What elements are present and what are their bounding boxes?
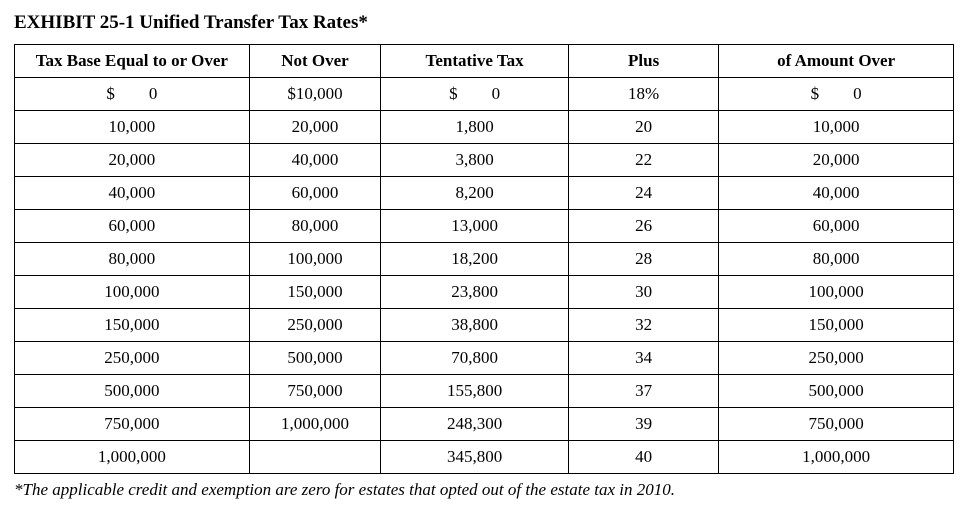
table-cell: 18,200 (381, 243, 569, 276)
table-cell (249, 441, 380, 474)
table-cell: 39 (569, 408, 719, 441)
table-cell: 500,000 (249, 342, 380, 375)
table-row: 750,0001,000,000248,30039750,000 (15, 408, 954, 441)
table-row: 40,00060,0008,2002440,000 (15, 177, 954, 210)
table-cell: 40,000 (15, 177, 250, 210)
table-cell: 750,000 (719, 408, 954, 441)
table-row: 1,000,000345,800401,000,000 (15, 441, 954, 474)
col-header-not-over: Not Over (249, 45, 380, 78)
table-cell: $ 0 (719, 78, 954, 111)
table-cell: 1,000,000 (15, 441, 250, 474)
table-row: 10,00020,0001,8002010,000 (15, 111, 954, 144)
table-cell: 28 (569, 243, 719, 276)
table-row: 20,00040,0003,8002220,000 (15, 144, 954, 177)
col-header-amount-over: of Amount Over (719, 45, 954, 78)
table-cell: 26 (569, 210, 719, 243)
table-cell: 345,800 (381, 441, 569, 474)
table-cell: 8,200 (381, 177, 569, 210)
table-cell: 100,000 (719, 276, 954, 309)
table-cell: 13,000 (381, 210, 569, 243)
table-cell: 248,300 (381, 408, 569, 441)
table-row: 150,000250,00038,80032150,000 (15, 309, 954, 342)
table-cell: 20,000 (719, 144, 954, 177)
table-cell: 80,000 (719, 243, 954, 276)
table-cell: 23,800 (381, 276, 569, 309)
table-cell: 60,000 (15, 210, 250, 243)
table-cell: 150,000 (719, 309, 954, 342)
table-cell: 10,000 (15, 111, 250, 144)
table-cell: 750,000 (15, 408, 250, 441)
table-cell: $ 0 (15, 78, 250, 111)
col-header-plus: Plus (569, 45, 719, 78)
table-header-row: Tax Base Equal to or Over Not Over Tenta… (15, 45, 954, 78)
table-cell: 32 (569, 309, 719, 342)
table-cell: 40,000 (249, 144, 380, 177)
table-cell: 18% (569, 78, 719, 111)
table-cell: 60,000 (719, 210, 954, 243)
table-cell: 80,000 (249, 210, 380, 243)
table-cell: 22 (569, 144, 719, 177)
table-body: $ 0$10,000$ 018%$ 010,00020,0001,8002010… (15, 78, 954, 474)
table-cell: 80,000 (15, 243, 250, 276)
table-cell: 40 (569, 441, 719, 474)
table-cell: 1,800 (381, 111, 569, 144)
table-cell: 150,000 (249, 276, 380, 309)
table-cell: 155,800 (381, 375, 569, 408)
table-cell: 60,000 (249, 177, 380, 210)
table-row: 250,000500,00070,80034250,000 (15, 342, 954, 375)
table-cell: 20 (569, 111, 719, 144)
table-row: 60,00080,00013,0002660,000 (15, 210, 954, 243)
table-row: 80,000100,00018,2002880,000 (15, 243, 954, 276)
exhibit-title: EXHIBIT 25-1 Unified Transfer Tax Rates* (14, 12, 961, 34)
table-row: 500,000750,000155,80037500,000 (15, 375, 954, 408)
table-cell: 37 (569, 375, 719, 408)
table-cell: 20,000 (15, 144, 250, 177)
col-header-tentative-tax: Tentative Tax (381, 45, 569, 78)
footnote: *The applicable credit and exemption are… (14, 480, 961, 500)
table-cell: 38,800 (381, 309, 569, 342)
table-cell: 30 (569, 276, 719, 309)
table-cell: 250,000 (249, 309, 380, 342)
table-row: 100,000150,00023,80030100,000 (15, 276, 954, 309)
table-cell: $10,000 (249, 78, 380, 111)
table-cell: 1,000,000 (719, 441, 954, 474)
tax-rate-table: Tax Base Equal to or Over Not Over Tenta… (14, 44, 954, 474)
table-cell: 40,000 (719, 177, 954, 210)
table-cell: 250,000 (15, 342, 250, 375)
table-cell: 24 (569, 177, 719, 210)
table-cell: 1,000,000 (249, 408, 380, 441)
table-cell: 20,000 (249, 111, 380, 144)
col-header-tax-base: Tax Base Equal to or Over (15, 45, 250, 78)
table-cell: 750,000 (249, 375, 380, 408)
table-cell: 10,000 (719, 111, 954, 144)
table-cell: 150,000 (15, 309, 250, 342)
table-cell: 100,000 (249, 243, 380, 276)
table-cell: 3,800 (381, 144, 569, 177)
table-row: $ 0$10,000$ 018%$ 0 (15, 78, 954, 111)
table-cell: 70,800 (381, 342, 569, 375)
table-cell: 500,000 (719, 375, 954, 408)
table-cell: 500,000 (15, 375, 250, 408)
table-cell: 250,000 (719, 342, 954, 375)
table-cell: 34 (569, 342, 719, 375)
table-cell: $ 0 (381, 78, 569, 111)
table-cell: 100,000 (15, 276, 250, 309)
